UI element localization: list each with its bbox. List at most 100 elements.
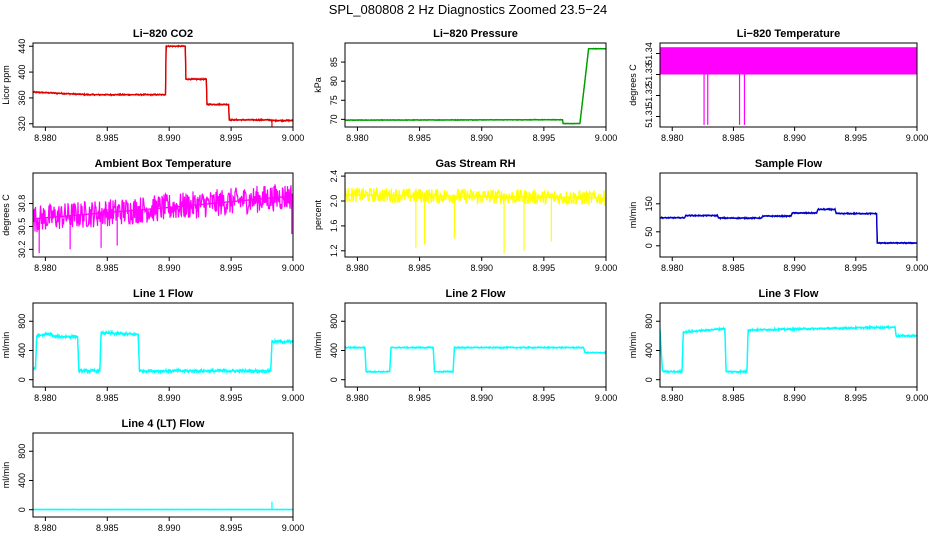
y-axis-label: degrees C <box>1 194 11 236</box>
y-tick-label: 75 <box>329 95 339 105</box>
x-tick-label: 9.000 <box>906 393 929 403</box>
x-tick-label: 8.990 <box>470 133 493 143</box>
y-tick-label: 320 <box>17 116 27 131</box>
plot-frame <box>659 42 918 128</box>
series-line <box>33 184 293 233</box>
plot-area <box>33 501 293 511</box>
panel-ambient_temp: Ambient Box Temperature degrees C 8.980 8.9… <box>1 158 304 273</box>
plot-frame <box>32 432 294 518</box>
x-tick-label: 9.000 <box>906 263 929 273</box>
panel-sample_flow: Sample Flow ml/min 8.980 8.985 8.990 8.995 9.0… <box>628 158 928 273</box>
y-axis-label: ml/min <box>1 332 11 359</box>
panel-title: Li−820 Temperature <box>737 28 840 40</box>
x-tick-label: 8.995 <box>845 393 868 403</box>
x-tick-label: 8.980 <box>34 393 57 403</box>
series-step-line <box>33 195 293 220</box>
x-tick-label: 8.990 <box>158 263 181 273</box>
y-tick-label: 400 <box>17 473 27 488</box>
panel-title: Li−820 Pressure <box>433 28 518 40</box>
y-tick-label: 2.4 <box>329 170 339 183</box>
panel-title: Line 4 (LT) Flow <box>122 418 205 430</box>
y-tick-label: 70 <box>329 114 339 124</box>
x-tick-label: 8.980 <box>34 133 57 143</box>
panel-licor_temp: Li−820 Temperature degrees C 8.980 8.985 8.9… <box>628 28 928 143</box>
y-tick-label: 360 <box>17 90 27 105</box>
y-axis-label: degrees C <box>628 64 638 106</box>
plot-area <box>345 186 606 254</box>
x-tick-label: 8.985 <box>408 133 431 143</box>
plot-area <box>33 44 293 127</box>
y-tick-label: 85 <box>329 57 339 67</box>
x-tick-label: 8.985 <box>96 263 119 273</box>
x-tick-label: 9.000 <box>282 523 305 533</box>
plot-frame <box>344 172 607 258</box>
y-tick-label: 2.0 <box>329 195 339 208</box>
y-tick-label: 150 <box>644 196 654 211</box>
plot-frame <box>659 302 918 388</box>
figure-title: SPL_080808 2 Hz Diagnostics Zoomed 23.5−… <box>329 2 608 17</box>
x-tick-label: 8.990 <box>470 263 493 273</box>
x-tick-label: 8.995 <box>220 523 243 533</box>
y-axis-label: ml/min <box>1 462 11 489</box>
y-tick-label: 30.8 <box>17 195 27 213</box>
plot-area <box>660 47 917 125</box>
y-tick-label: 0 <box>329 377 339 382</box>
panels: Li−820 CO2 Licor ppm 8.980 8.985 8.990 8.995 9… <box>1 28 928 533</box>
y-tick-label: 0 <box>17 377 27 382</box>
series-line <box>660 324 917 375</box>
panel-rh: Gas Stream RH percent 8.980 8.985 8.990 8.995… <box>313 158 617 273</box>
x-tick-label: 8.980 <box>34 263 57 273</box>
y-tick-label: 0 <box>17 507 27 512</box>
series-step-line <box>660 208 917 244</box>
series-step-line <box>345 194 606 199</box>
x-tick-label: 9.000 <box>595 133 618 143</box>
panel-co2: Li−820 CO2 Licor ppm 8.980 8.985 8.990 8.995 9… <box>1 28 304 143</box>
x-tick-label: 8.995 <box>220 263 243 273</box>
x-tick-label: 8.985 <box>408 393 431 403</box>
y-tick-label: 400 <box>17 65 27 80</box>
y-tick-label: 0 <box>644 243 654 248</box>
panel-line2: Line 2 Flow ml/min 8.980 8.985 8.990 8.995 9.0… <box>313 288 617 403</box>
series-line <box>345 47 606 125</box>
x-tick-label: 9.000 <box>282 133 305 143</box>
panel-pressure: Li−820 Pressure kPa 8.980 8.985 8.990 8.995 9.… <box>313 28 617 143</box>
x-tick-label: 8.990 <box>783 133 806 143</box>
y-tick-label: 800 <box>329 314 339 329</box>
x-tick-label: 8.980 <box>346 263 369 273</box>
x-tick-label: 8.990 <box>783 263 806 273</box>
panel-title: Ambient Box Temperature <box>95 158 232 170</box>
y-tick-label: 50 <box>644 227 654 237</box>
plot-frame <box>659 172 918 258</box>
x-tick-label: 8.990 <box>158 393 181 403</box>
x-tick-label: 8.985 <box>722 393 745 403</box>
x-tick-label: 9.000 <box>282 393 305 403</box>
y-tick-label: 800 <box>644 314 654 329</box>
y-tick-label: 400 <box>17 343 27 358</box>
y-tick-label: 30.2 <box>17 241 27 259</box>
plot-area <box>660 207 917 246</box>
panel-line3: Line 3 Flow ml/min 8.980 8.985 8.990 8.995 9.0… <box>628 288 928 403</box>
plot-area <box>660 324 917 375</box>
series-line <box>660 207 917 246</box>
x-tick-label: 9.000 <box>282 263 305 273</box>
y-tick-label: 1.2 <box>329 245 339 258</box>
plot-area <box>33 329 293 375</box>
x-tick-label: 8.980 <box>346 393 369 403</box>
panel-title: Sample Flow <box>755 158 823 170</box>
x-tick-label: 8.980 <box>34 523 57 533</box>
y-tick-label: 440 <box>17 39 27 54</box>
x-tick-label: 8.985 <box>722 133 745 143</box>
series-step-line <box>33 332 293 372</box>
plot-frame <box>344 302 607 388</box>
series-line <box>33 329 293 375</box>
y-axis-label: kPa <box>313 77 323 93</box>
plot-frame <box>344 42 607 128</box>
y-tick-label: 400 <box>329 343 339 358</box>
x-tick-label: 8.985 <box>96 523 119 533</box>
y-tick-label: 0 <box>644 377 654 382</box>
y-axis-label: ml/min <box>628 332 638 359</box>
panel-title: Gas Stream RH <box>435 158 515 170</box>
series-step-line <box>345 48 606 125</box>
panel-title: Li−820 CO2 <box>133 28 193 40</box>
